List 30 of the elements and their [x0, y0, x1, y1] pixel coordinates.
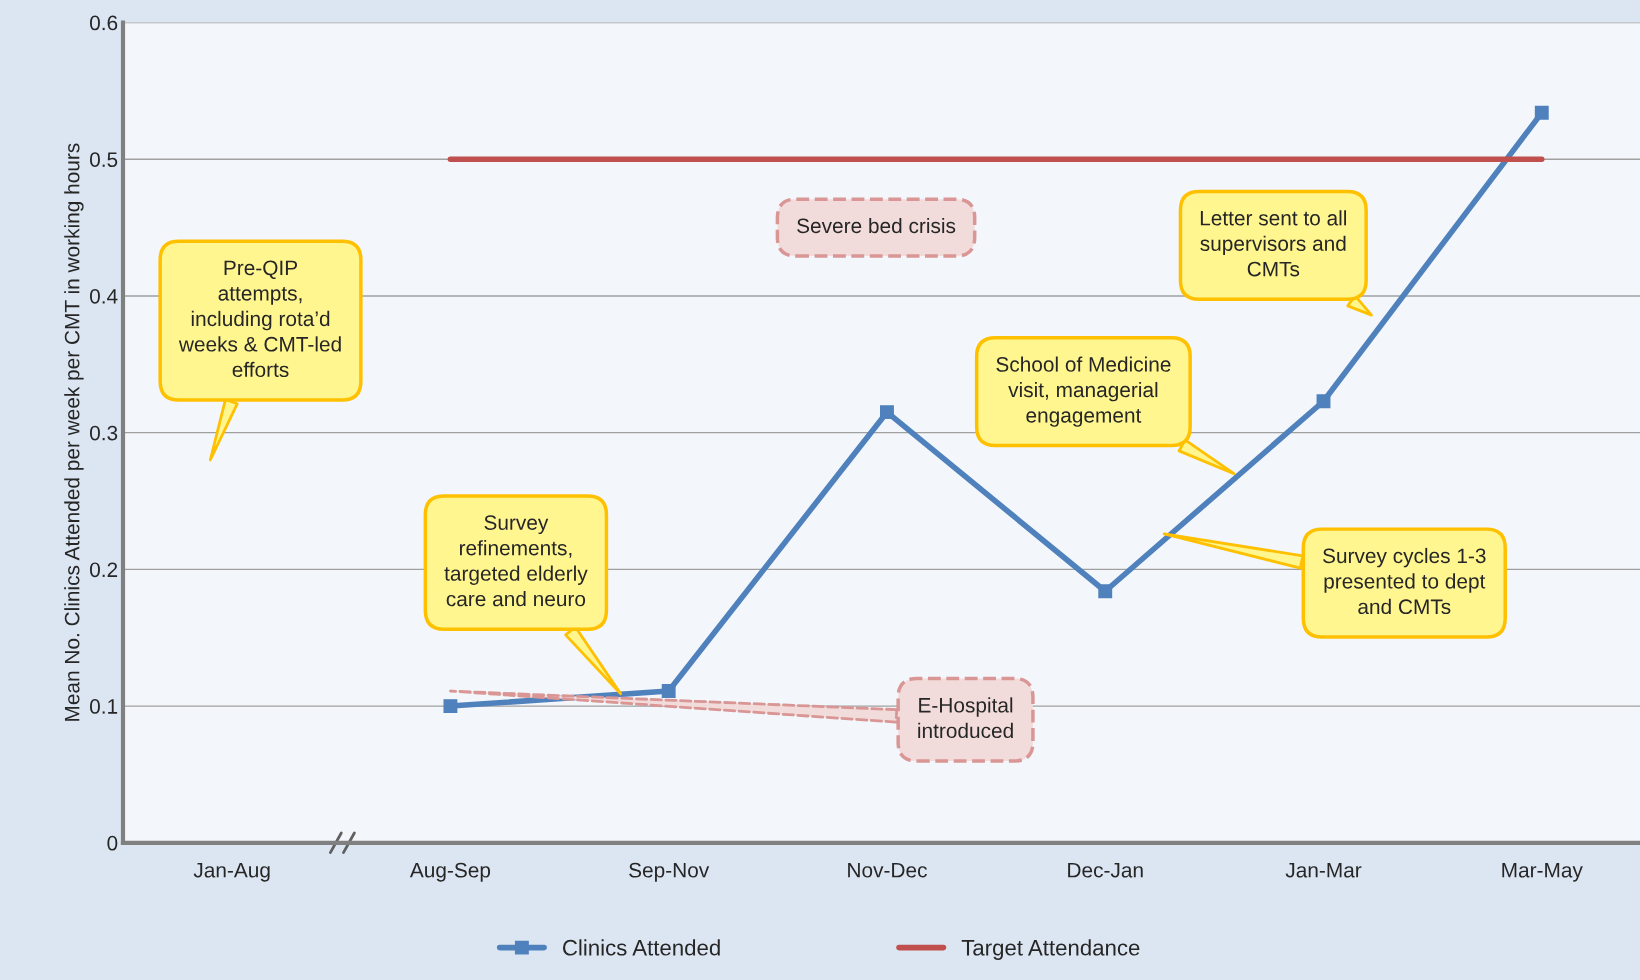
legend-label: Clinics Attended	[563, 939, 720, 956]
y-tick-label: 0	[107, 835, 118, 851]
legend-label: Target Attendance	[961, 939, 1140, 960]
point	[880, 405, 894, 420]
point	[1534, 105, 1549, 120]
annotation: E-Hospital introduced	[918, 697, 1013, 739]
x-tick-label: Nov-Dec	[848, 863, 927, 878]
y-axis-title: Mean No. Clinics Attended per week per CMT in working hours	[64, 143, 84, 721]
annotation: Severe bed crisis	[797, 217, 956, 234]
x-tick-label: Dec-Jan	[1068, 863, 1143, 878]
x-tick-label: Jan-Aug	[193, 863, 270, 882]
x-tick-label: Jan-Mar	[1285, 863, 1362, 878]
y-tick-label: 0.6	[89, 15, 118, 31]
annotation: Letter sent to all supervisors and CMTs	[1200, 210, 1347, 277]
point	[1098, 584, 1113, 599]
y-tick-label: 0.3	[89, 425, 118, 441]
y-tick-label: 0.5	[89, 152, 118, 167]
point	[1316, 394, 1331, 409]
x-tick-label: Aug-Sep	[409, 862, 491, 882]
y-tick-label: 0.1	[89, 699, 118, 714]
annotation: Survey refinements, targeted elderly care and neuro	[444, 515, 588, 607]
annotation: Pre-QIP attempts, including rota’d weeks & CMT-led efforts	[178, 260, 341, 378]
x-tick-label: Sep-Nov	[629, 862, 710, 882]
annotation: School of Medicine visit, managerial engagement	[996, 356, 1171, 427]
point	[661, 684, 676, 698]
x-tick-label: Mar-May	[1502, 863, 1583, 882]
point	[443, 699, 458, 714]
y-tick-label: 0.2	[89, 562, 118, 578]
y-tick-label: 0.4	[89, 288, 118, 304]
annotation: Survey cycles 1-3 presented to dept and CMTs	[1323, 547, 1486, 615]
